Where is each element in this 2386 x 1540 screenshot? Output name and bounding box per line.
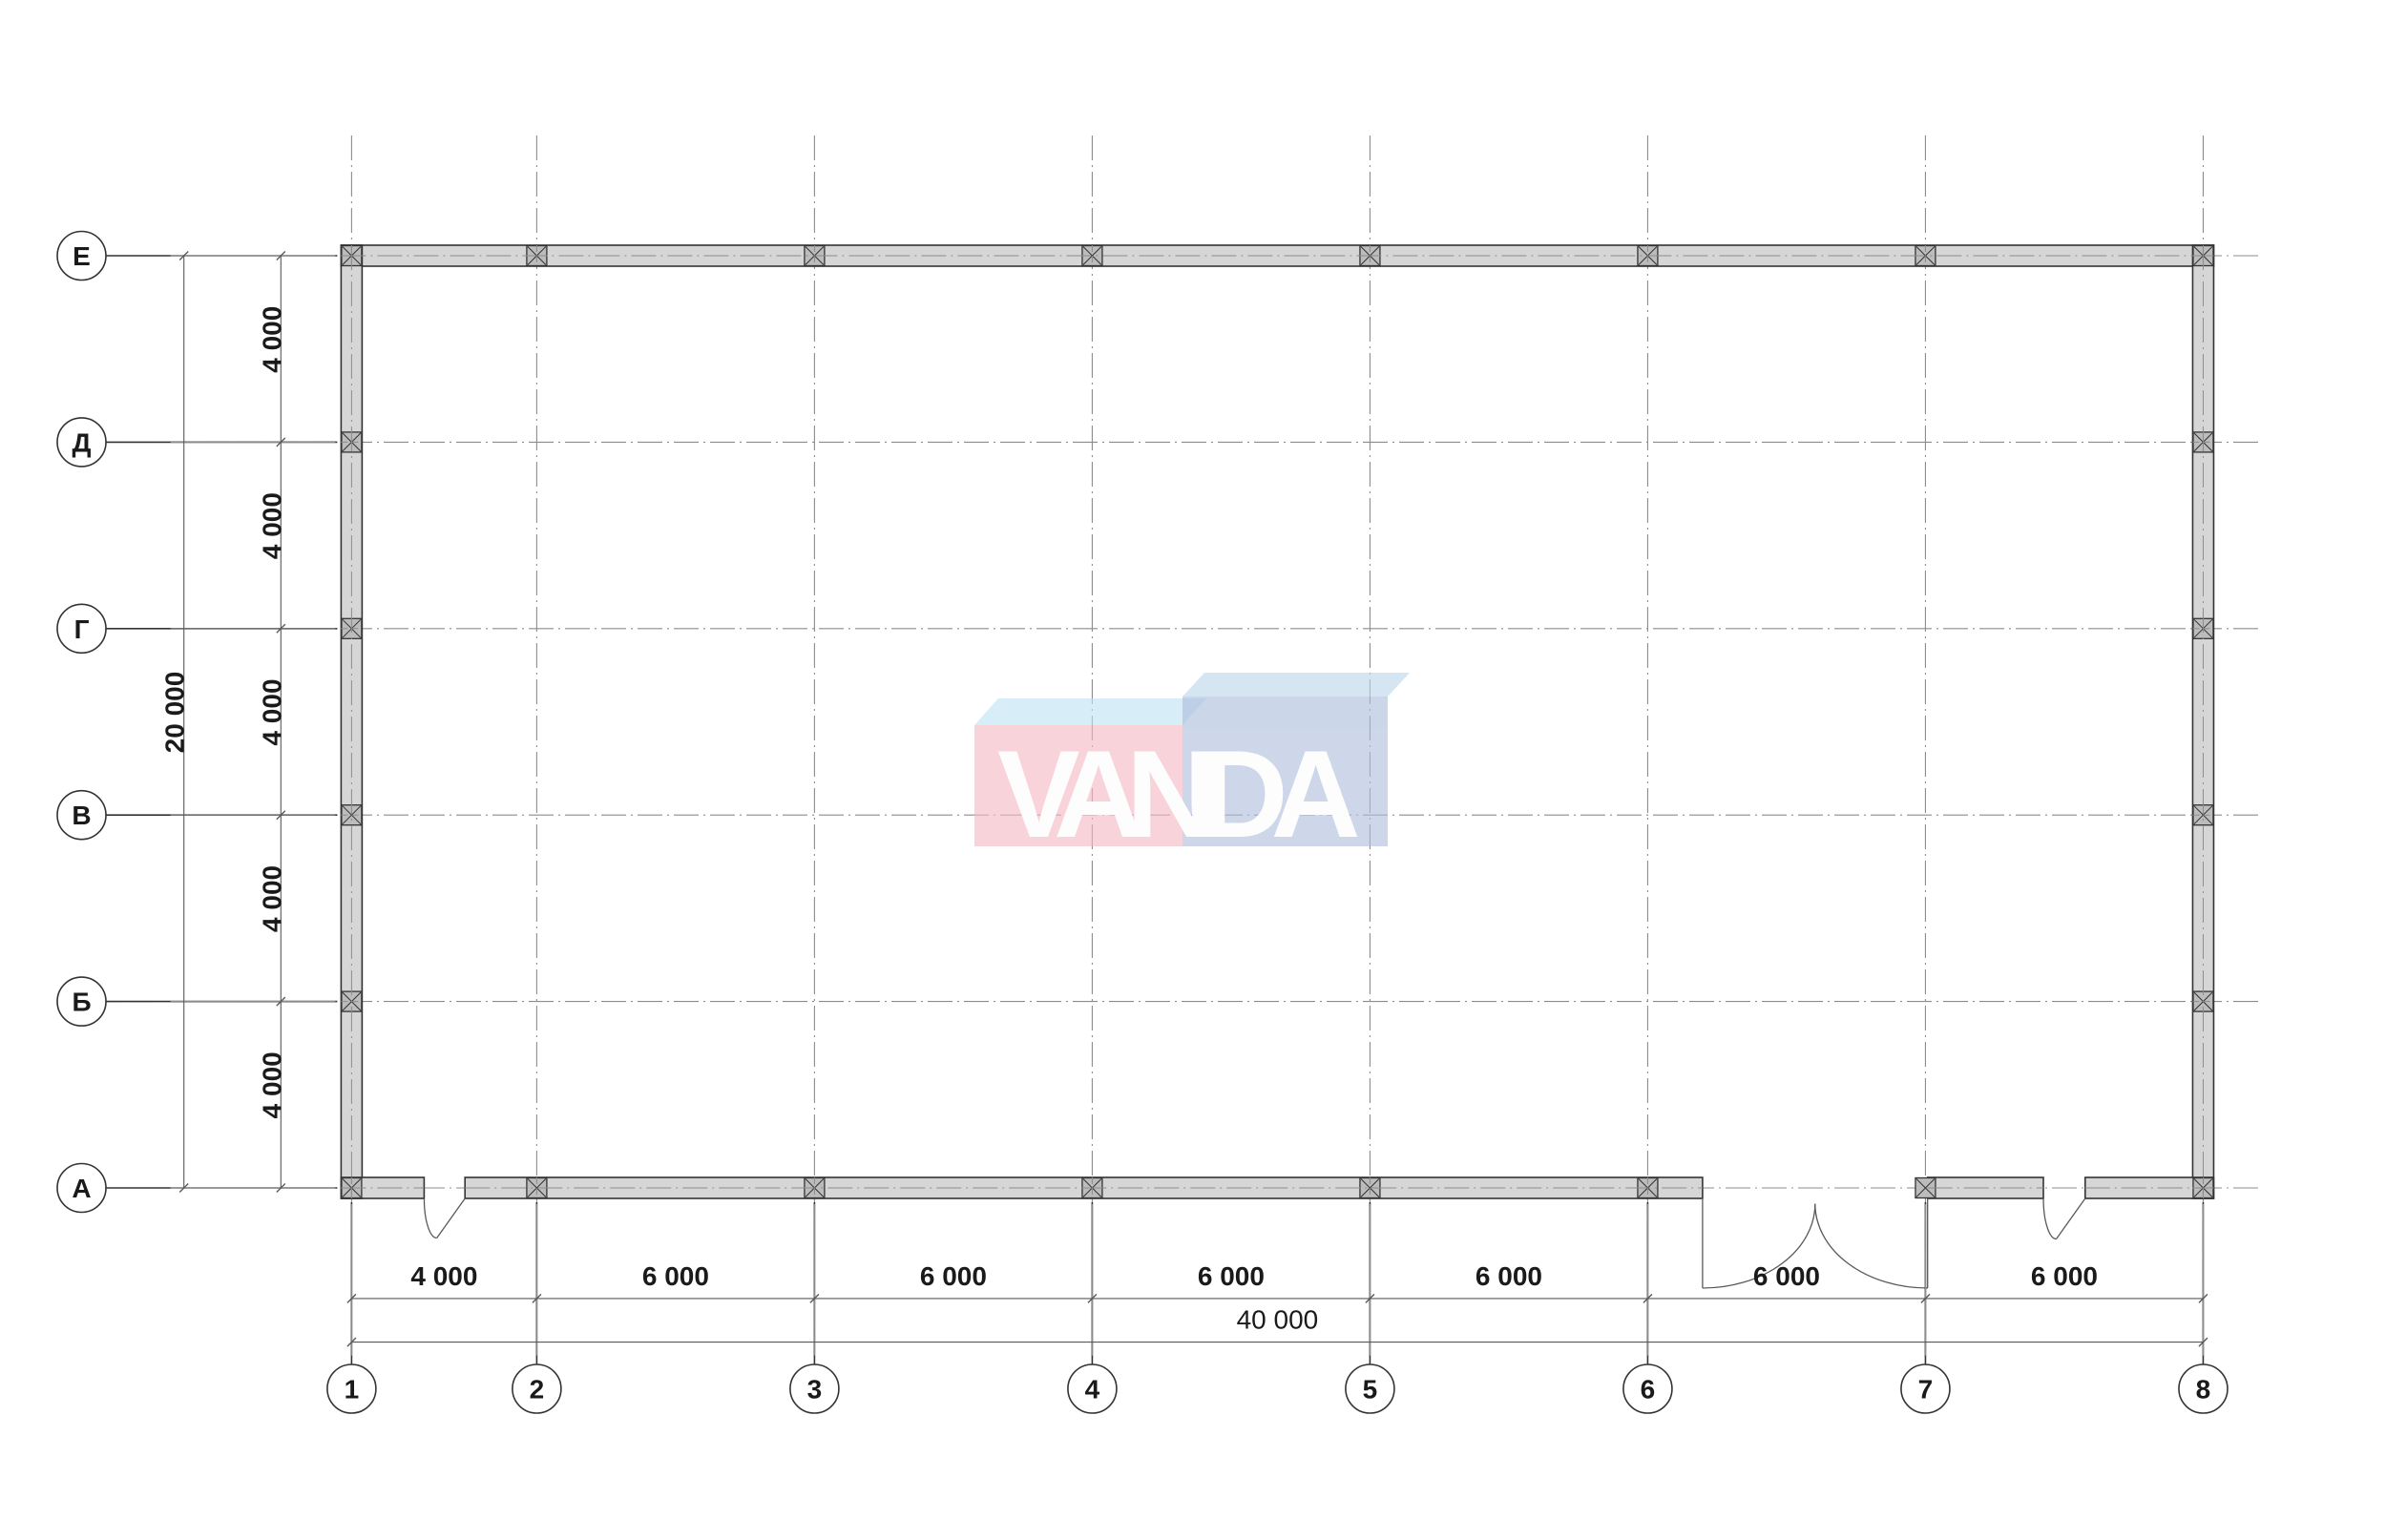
- svg-text:7: 7: [1918, 1375, 1934, 1405]
- svg-text:2: 2: [530, 1375, 545, 1405]
- svg-text:6 000: 6 000: [642, 1261, 709, 1291]
- svg-text:В: В: [72, 801, 91, 830]
- svg-text:40 000: 40 000: [1237, 1305, 1319, 1335]
- svg-text:6: 6: [1641, 1375, 1656, 1405]
- svg-text:6 000: 6 000: [1476, 1261, 1542, 1291]
- svg-text:4 000: 4 000: [257, 492, 286, 559]
- svg-text:8: 8: [2196, 1375, 2211, 1405]
- svg-text:6 000: 6 000: [1753, 1261, 1820, 1291]
- svg-text:А: А: [72, 1174, 91, 1203]
- svg-text:4 000: 4 000: [257, 678, 286, 745]
- svg-text:20 000: 20 000: [160, 672, 190, 754]
- svg-text:Б: Б: [72, 988, 91, 1017]
- svg-text:Е: Е: [73, 241, 91, 271]
- svg-text:4: 4: [1085, 1375, 1100, 1405]
- svg-text:4 000: 4 000: [257, 306, 286, 373]
- svg-text:5: 5: [1363, 1375, 1378, 1405]
- svg-text:4 000: 4 000: [410, 1261, 477, 1291]
- svg-text:6 000: 6 000: [920, 1261, 987, 1291]
- svg-text:6 000: 6 000: [2031, 1261, 2098, 1291]
- svg-text:VANDA: VANDA: [997, 724, 1358, 864]
- svg-text:Д: Д: [73, 427, 92, 457]
- svg-text:4 000: 4 000: [257, 1051, 286, 1118]
- svg-text:1: 1: [345, 1375, 360, 1405]
- svg-text:Г: Г: [74, 614, 90, 644]
- svg-text:4 000: 4 000: [257, 865, 286, 932]
- svg-text:6 000: 6 000: [1198, 1261, 1265, 1291]
- svg-text:3: 3: [807, 1375, 823, 1405]
